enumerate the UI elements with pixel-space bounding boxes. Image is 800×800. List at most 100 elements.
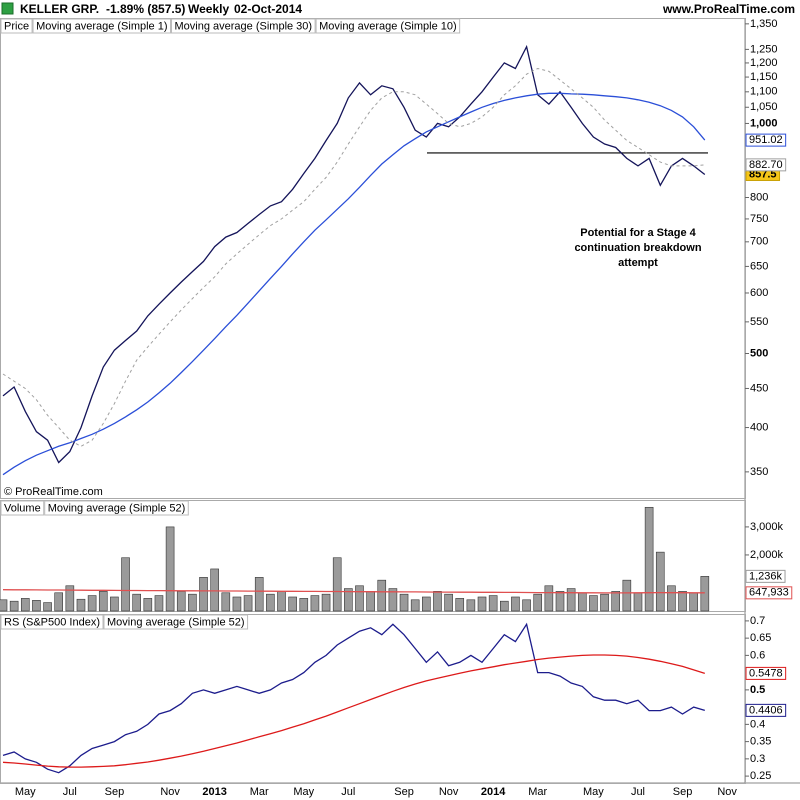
- volume-bar: [611, 591, 621, 612]
- volume-bar: [110, 596, 119, 612]
- legend-box: [0, 18, 33, 34]
- x-tick-label: Jul: [341, 786, 355, 798]
- y-tick-label: 1,200: [750, 57, 778, 69]
- y-tick-label: 1,000: [750, 117, 778, 129]
- symbol: KELLER GRP.: [20, 2, 99, 16]
- volume-bar: [455, 598, 465, 612]
- volume-bar: [377, 579, 387, 612]
- last-value-box: [745, 158, 787, 172]
- volume-bar: [98, 591, 108, 612]
- volume-bar: [243, 595, 253, 612]
- last-value-box: [745, 133, 787, 147]
- legend-box: [103, 614, 249, 630]
- y-tick-label: 1,350: [750, 18, 778, 30]
- legend-entry: Volume: [4, 502, 41, 514]
- x-tick-label: Nov: [717, 786, 737, 798]
- series-line: [2, 589, 705, 594]
- volume-bar: [32, 600, 41, 612]
- last-value-label: 951.02: [749, 134, 783, 146]
- volume-bar: [433, 591, 442, 612]
- y-tick-label: 400: [750, 421, 768, 433]
- y-tick-label: 1,050: [750, 101, 778, 113]
- y-tick-label: 500: [750, 347, 768, 359]
- y-tick-label: 0.7: [750, 615, 765, 627]
- volume-bar: [87, 595, 97, 612]
- volume-bar: [254, 577, 264, 612]
- y-tick-label: 0.6: [750, 649, 765, 661]
- volume-bar: [332, 557, 342, 612]
- volume-bar: [700, 576, 710, 612]
- series-line: [2, 44, 706, 464]
- legend-entry: Moving average (Simple 1): [36, 20, 167, 32]
- last-value-label: 0.4406: [749, 704, 783, 716]
- x-tick-label: 2013: [202, 786, 226, 798]
- site: www.ProRealTime.com: [662, 2, 795, 16]
- y-tick-label: 0.5: [750, 684, 765, 696]
- x-tick-label: Mar: [528, 786, 547, 798]
- y-tick-label: 1,100: [750, 86, 778, 98]
- y-tick-label: 1,150: [750, 71, 778, 83]
- volume-bar: [466, 599, 476, 612]
- volume-bar: [199, 577, 208, 612]
- volume-bar: [678, 591, 687, 612]
- volume-bar: [689, 592, 698, 612]
- volume-bar: [176, 591, 186, 612]
- series-line: [2, 67, 705, 447]
- panel-frame: [0, 614, 746, 784]
- volume-bar: [655, 551, 665, 612]
- volume-bar: [622, 579, 632, 612]
- volume-bar: [544, 585, 554, 612]
- y-tick-label: 650: [750, 260, 768, 272]
- y-tick-label: 0.3: [750, 753, 765, 765]
- volume-bar: [221, 592, 231, 612]
- logo-icon: [1, 2, 14, 15]
- volume-bar: [65, 585, 75, 612]
- volume-bar: [488, 595, 498, 612]
- y-tick-label: 800: [750, 191, 768, 203]
- legend-box: [0, 500, 45, 516]
- x-tick-label: May: [583, 786, 604, 798]
- x-tick-label: Mar: [250, 786, 269, 798]
- last-value-box: [745, 586, 793, 600]
- series-line: [2, 622, 705, 774]
- legend-box: [32, 18, 172, 34]
- legend-box: [44, 500, 189, 516]
- volume-bar: [143, 598, 153, 612]
- x-tick-label: Sep: [673, 786, 693, 798]
- volume-bar: [566, 588, 576, 612]
- legend-entry: Moving average (Simple 52): [107, 616, 245, 628]
- x-tick-label: Nov: [439, 786, 459, 798]
- y-tick-label: 700: [750, 236, 768, 248]
- last-value-label: 857.5: [749, 168, 777, 180]
- volume-bar: [266, 593, 275, 612]
- volume-bar: [589, 595, 598, 612]
- y-tick-label: 0.35: [750, 736, 771, 748]
- y-tick-label: 750: [750, 213, 768, 225]
- last-value-label: 0.5478: [749, 667, 783, 679]
- volume-bar: [388, 588, 398, 612]
- series-line: [2, 654, 705, 768]
- volume-bar: [600, 593, 609, 612]
- x-tick-label: May: [15, 786, 36, 798]
- volume-bar: [522, 599, 531, 612]
- volume-bar: [310, 595, 320, 612]
- volume-bar: [633, 592, 643, 612]
- volume-bar: [321, 593, 331, 612]
- x-tick-label: May: [293, 786, 314, 798]
- volume-bar: [499, 600, 509, 612]
- change: -1.89% (857.5): [106, 2, 185, 16]
- last-value-box: [745, 703, 787, 717]
- last-value-box: [745, 569, 786, 583]
- y-tick-label: 350: [750, 466, 768, 478]
- volume-bar: [121, 557, 130, 612]
- y-tick-label: 450: [750, 382, 768, 394]
- volume-bar: [210, 568, 219, 612]
- annotation: continuation breakdown: [574, 242, 701, 254]
- volume-bar: [165, 526, 175, 612]
- x-tick-label: Nov: [160, 786, 180, 798]
- volume-bar: [76, 598, 86, 612]
- volume-bar: [444, 593, 453, 612]
- volume-bar: [667, 585, 676, 612]
